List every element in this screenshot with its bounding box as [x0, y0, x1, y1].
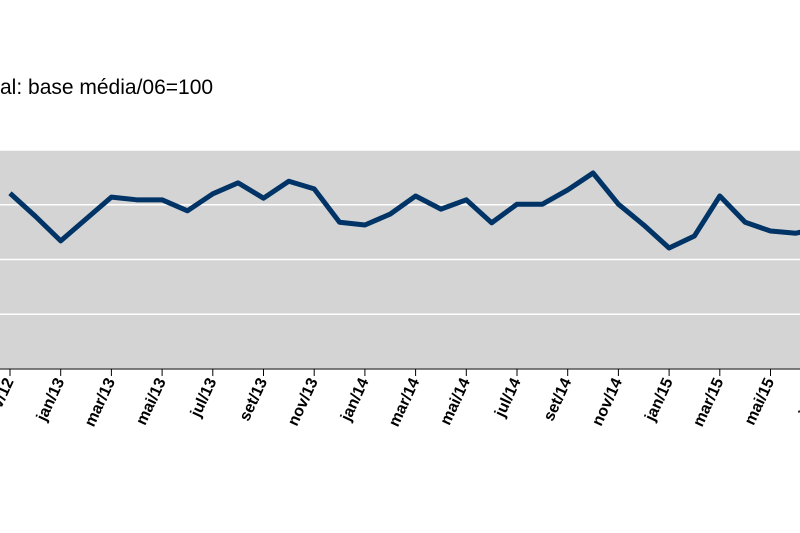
x-tick-label: jan/14 [338, 375, 373, 424]
x-tick-label: mar/13 [82, 375, 119, 429]
x-tick-label: mai/13 [133, 375, 170, 427]
x-tick-label: mai/15 [742, 375, 779, 427]
x-tick-label: jul/14 [492, 375, 525, 420]
x-tick-label: jul/13 [187, 375, 220, 420]
x-tick-label: nov/14 [589, 375, 626, 428]
x-tick-label: mai/14 [437, 375, 474, 427]
chart-title: al: base média/06=100 [0, 76, 213, 99]
x-tick-label: jan/13 [33, 375, 68, 424]
x-tick-label: jul/15 [796, 375, 800, 420]
series-line [8, 170, 800, 251]
x-tick-label: mar/14 [386, 375, 423, 429]
x-tick-label: mar/15 [690, 375, 727, 429]
x-tick-label: nov/12 [0, 375, 18, 428]
x-tick-label: set/13 [237, 375, 272, 423]
x-tick-label: set/14 [541, 375, 576, 423]
x-tick-label: nov/13 [285, 375, 322, 428]
x-tick-label: jan/15 [642, 375, 677, 424]
